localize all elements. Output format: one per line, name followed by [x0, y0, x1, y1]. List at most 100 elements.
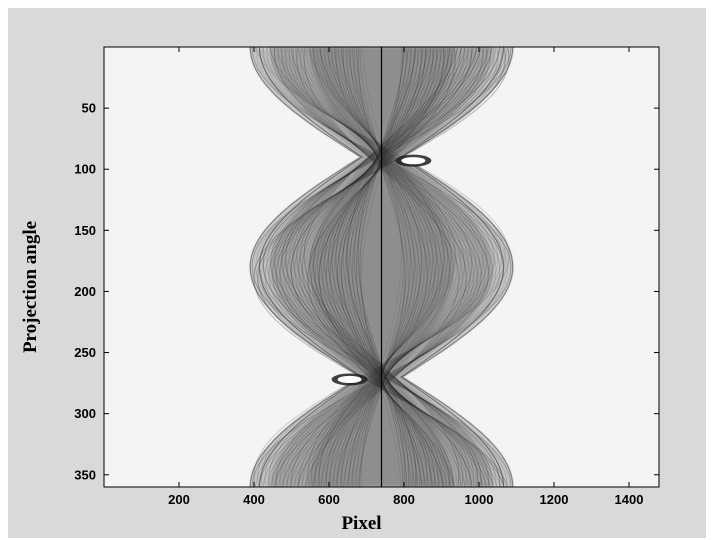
x-tick-label: 200 [168, 492, 190, 507]
sinogram-chart: 50 100 150 200 250 300 350 200 400 600 800 1000 1200… [20, 46, 660, 534]
sinusoid-trace [262, 47, 501, 487]
sinusoid-trace [255, 47, 508, 487]
sinusoid-trace [359, 47, 404, 487]
sinusoid-trace [351, 47, 412, 487]
y-tick-label: 350 [74, 467, 96, 482]
sinusoid-trace [305, 47, 458, 487]
sinusoid-trace [300, 47, 463, 487]
band-edge-right [400, 47, 514, 487]
sinusoid-trace [261, 47, 502, 487]
sinusoid-trace [266, 47, 497, 487]
sinusoid-trace [327, 47, 436, 487]
sinusoid-trace [314, 47, 449, 487]
sinusoid-trace [275, 47, 488, 487]
sinusoid-trace [324, 47, 439, 487]
y-axis-label: Projection angle [20, 221, 41, 353]
plot-frame [103, 46, 660, 488]
sinusoid-trace [281, 47, 482, 487]
sinusoid-trace [316, 47, 447, 487]
sinusoid-trace [311, 47, 452, 487]
sinusoid-trace [277, 47, 486, 487]
sinusoid-trace [301, 47, 462, 487]
sinusoid-trace [359, 47, 404, 487]
sinusoid-trace [357, 47, 406, 487]
sinusoid-trace [326, 47, 437, 487]
band-edge-left [258, 47, 364, 487]
sinusoid-trace [318, 47, 445, 487]
sinusoid-trace [285, 47, 478, 487]
sinusoid-trace [277, 47, 486, 487]
sinusoid-trace [346, 47, 417, 487]
sinusoid-trace [344, 47, 419, 487]
sinusoid-trace [286, 47, 477, 487]
band-edge-right [399, 47, 505, 487]
sinusoid-trace [268, 47, 495, 487]
sinusoid-trace [253, 47, 510, 487]
sinusoid-trace [361, 47, 402, 487]
sinusoid-trace [303, 47, 460, 487]
y-tick-label: 50 [82, 101, 96, 116]
sinusoid-trace [350, 47, 413, 487]
sinusoid-trace [357, 47, 406, 487]
sinusoid-trace [340, 47, 423, 487]
sinusoid-trace [309, 47, 454, 487]
sinusoid-trace [312, 47, 451, 487]
sinusoid-trace [262, 47, 501, 487]
sinusoid-trace [255, 47, 508, 487]
sinusoid-trace [326, 47, 437, 487]
sinusoid-trace [327, 47, 436, 487]
sinusoid-trace [290, 47, 473, 487]
sinusoid-trace [320, 47, 443, 487]
bright-spot [337, 375, 362, 384]
sinusoid-trace [320, 47, 443, 487]
x-tick-label: 600 [318, 492, 340, 507]
sinusoid-trace [286, 47, 477, 487]
sinusoid-trace [305, 47, 458, 487]
sinusoid-trace [339, 47, 424, 487]
sinusoid-trace [283, 47, 480, 487]
band-edge-left [249, 47, 363, 487]
sinusoid-trace [355, 47, 408, 487]
sinusoid-trace [268, 47, 495, 487]
sinusoid-trace [309, 47, 454, 487]
sinusoid-trace [342, 47, 421, 487]
sinusoid-trace [303, 47, 460, 487]
sinusoid-trace [329, 47, 434, 487]
sinusoid-trace [279, 47, 484, 487]
sinusoid-trace [289, 47, 474, 487]
sinusoid-trace [285, 47, 478, 487]
sinusoid-trace [272, 47, 491, 487]
sinusoid-trace [279, 47, 484, 487]
sinusoid-trace [270, 47, 493, 487]
sinusoid-trace [335, 47, 428, 487]
sinusoid-trace [281, 47, 482, 487]
y-tick-label: 200 [74, 284, 96, 299]
sinusoid-trace [314, 47, 449, 487]
sinusoid-trace [294, 47, 469, 487]
sinusoid-trace [296, 47, 467, 487]
sinusoid-trace [353, 47, 410, 487]
sinusoid-trace [273, 47, 490, 487]
x-tick-label: 1400 [615, 492, 644, 507]
sinusoid-trace [292, 47, 471, 487]
sinusoid-trace [270, 47, 493, 487]
sinusoid-trace [312, 47, 451, 487]
y-tick-label: 250 [74, 345, 96, 360]
sinusoid-trace [261, 47, 502, 487]
sinusoid-trace [340, 47, 423, 487]
sinusoid-trace [351, 47, 412, 487]
sinusoid-trace [296, 47, 467, 487]
sinusoid-trace [361, 47, 402, 487]
x-tick-label: 400 [243, 492, 265, 507]
x-tick-label: 1000 [465, 492, 494, 507]
sinusoid-trace [283, 47, 480, 487]
x-tick-label: 800 [393, 492, 415, 507]
sinusoid-trace [329, 47, 434, 487]
sinusoid-trace [322, 47, 441, 487]
sinusoid-trace [298, 47, 465, 487]
sinusoid-trace [353, 47, 410, 487]
x-tick-label: 1200 [540, 492, 569, 507]
sinusoid-trace [307, 47, 456, 487]
sinusoid-trace [337, 47, 426, 487]
sinusoid-trace [266, 47, 497, 487]
